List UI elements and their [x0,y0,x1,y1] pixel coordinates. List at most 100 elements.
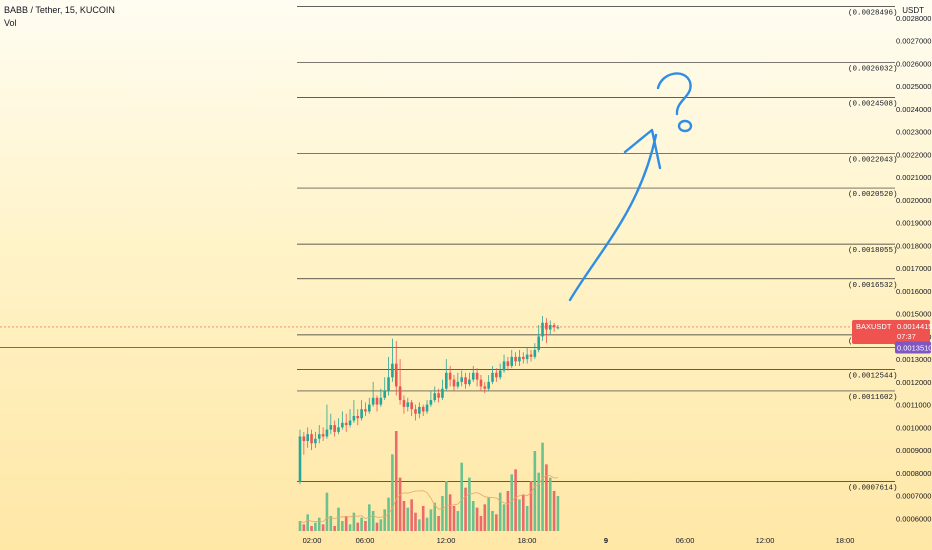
volume-bar [414,512,417,531]
price-axis-tick: 0.0015000 [896,310,931,319]
volume-bar [510,474,514,531]
candle-body [321,434,325,437]
volume-bar [329,516,333,531]
candle-body [468,379,471,385]
volume-bar [379,519,383,531]
price-axis-tick: 0.0026000 [896,59,931,68]
volume-bar [522,494,525,531]
candle-body [522,356,525,360]
candle-body [471,372,475,380]
candle-body [475,372,479,380]
candle-body [410,402,413,410]
candle-body [406,402,410,407]
volume-bar [317,517,321,531]
volume-bar [556,496,560,531]
price-axis-tick: 0.0016000 [896,287,931,296]
candle-body [402,400,406,407]
candle-body [371,397,375,405]
candle-body [348,420,352,426]
volume-indicator-label[interactable]: Vol [4,18,17,28]
volume-bar [356,522,360,531]
candle-body [445,372,448,389]
candle-body [502,361,506,371]
candle-body [421,406,425,412]
candle-body [333,425,336,432]
candle-body [425,404,429,412]
fib-level-label: (0.0024508) [848,100,898,108]
volume-bar [418,519,421,531]
price-tag-box [852,319,930,344]
volume-bar [471,501,475,531]
volume-bar [394,431,398,531]
time-axis-tick: 18:00 [836,536,855,545]
volume-bar [321,524,325,531]
price-axis-tick: 0.0024000 [896,105,931,114]
volume-bar [491,511,494,531]
price-tag-symbol: BAXUSDT [856,322,892,331]
candle-body [479,379,483,387]
candle-body [548,325,552,330]
volume-bar [429,509,433,531]
candle-body [429,400,433,405]
candle-body [337,427,340,432]
volume-bar [310,526,313,531]
volume-bar [537,472,540,531]
symbol-title[interactable]: BABB / Tether, 15, KUCOIN [4,5,115,15]
drawn-question-mark [656,72,692,116]
volume-bar [464,487,467,531]
time-axis-tick: 06:00 [356,536,375,545]
candle-body [364,409,367,412]
fib-level-label: (0.0026032) [848,66,898,74]
price-axis-tick: 0.0006000 [896,514,931,523]
candle-body [341,422,344,428]
price-axis-tick: 0.0012000 [896,378,931,387]
candle-body [302,436,306,442]
time-axis-tick: 12:00 [437,536,456,545]
fib-level-label: (0.0011602) [848,394,898,402]
volume-bar [302,524,306,531]
candle-body [433,393,437,401]
volume-bar [533,451,537,531]
price-axis-tick: 0.0009000 [896,446,931,455]
volume-bar [502,504,506,531]
volume-bar [314,522,317,531]
candle-body [491,372,494,382]
candle-body [533,350,537,357]
price-axis-tick: 0.0020000 [896,196,931,205]
price-axis[interactable]: 0.0006000 0.0007000 0.0008000 0.0009000 0.00… [896,14,931,523]
price-axis-tick: 0.0021000 [896,173,931,182]
candle-body [383,390,386,398]
time-axis-tick: 06:00 [676,536,695,545]
volume-bar [437,516,440,531]
time-axis-tick: 18:00 [518,536,537,545]
candle-body [483,386,487,389]
volume-bar [468,477,471,531]
candle-body [329,425,333,430]
candle-body [495,372,498,378]
time-axis-tick: 02:00 [303,536,322,545]
candle-body [529,354,533,357]
candle-body [518,356,521,362]
volume-bar [479,516,483,531]
volume-bar [325,492,329,531]
volume-bar [410,499,413,531]
fib-level-label: (0.0018055) [848,247,898,255]
price-axis-tick: 0.0010000 [896,423,931,432]
volume-bar [337,507,340,531]
candle-body [391,363,394,378]
price-axis-tick: 0.0019000 [896,219,931,228]
candle-body [360,409,363,419]
candle-body [448,372,452,380]
candle-body [487,381,490,389]
candle-body [394,363,398,387]
candle-body [379,397,383,405]
volume-bar [475,507,479,531]
price-axis-tick: 0.0007000 [896,492,931,501]
drawn-question-dot [677,119,693,133]
volume-bar [406,507,410,531]
time-axis[interactable]: 02:00 06:00 12:00 18:00 9 06:00 12:00 18:00 [303,536,855,545]
candle-body [418,406,421,414]
price-axis-tick: 0.0008000 [896,469,931,478]
volume-bar [452,506,456,531]
